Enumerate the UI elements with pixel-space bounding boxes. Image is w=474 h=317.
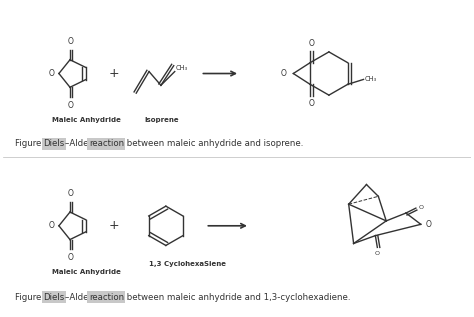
Text: CH₃: CH₃ xyxy=(176,65,188,71)
Text: between maleic anhydride and isoprene.: between maleic anhydride and isoprene. xyxy=(124,139,304,148)
Text: 1,3 CyclohexaSiene: 1,3 CyclohexaSiene xyxy=(149,261,226,267)
Text: Maleic Anhydride: Maleic Anhydride xyxy=(52,117,121,123)
Text: O: O xyxy=(68,37,74,46)
Text: reaction: reaction xyxy=(89,139,124,148)
Text: Diels: Diels xyxy=(43,139,64,148)
Text: O: O xyxy=(419,205,424,210)
Text: reaction: reaction xyxy=(89,293,124,301)
Text: Diels: Diels xyxy=(43,293,64,301)
Text: +: + xyxy=(108,67,119,80)
Text: CH₃: CH₃ xyxy=(365,76,377,82)
Text: O: O xyxy=(308,99,314,108)
Text: O: O xyxy=(68,101,74,110)
Text: O: O xyxy=(308,39,314,48)
Text: between maleic anhydride and 1,3-cyclohexadiene.: between maleic anhydride and 1,3-cyclohe… xyxy=(124,293,351,301)
Text: –Alder: –Alder xyxy=(65,139,95,148)
Text: +: + xyxy=(108,219,119,232)
Text: O: O xyxy=(49,69,55,78)
Text: Figure 1: Figure 1 xyxy=(15,139,52,148)
Text: O: O xyxy=(68,253,74,262)
Text: Figure 2: Figure 2 xyxy=(15,293,52,301)
Text: O: O xyxy=(281,69,286,78)
Text: O: O xyxy=(426,220,432,229)
Text: Isoprene: Isoprene xyxy=(144,117,179,123)
Text: O: O xyxy=(49,221,55,230)
Text: O: O xyxy=(375,251,380,256)
Text: –Alder: –Alder xyxy=(65,293,95,301)
Text: O: O xyxy=(68,189,74,198)
Text: Maleic Anhydride: Maleic Anhydride xyxy=(52,269,121,275)
